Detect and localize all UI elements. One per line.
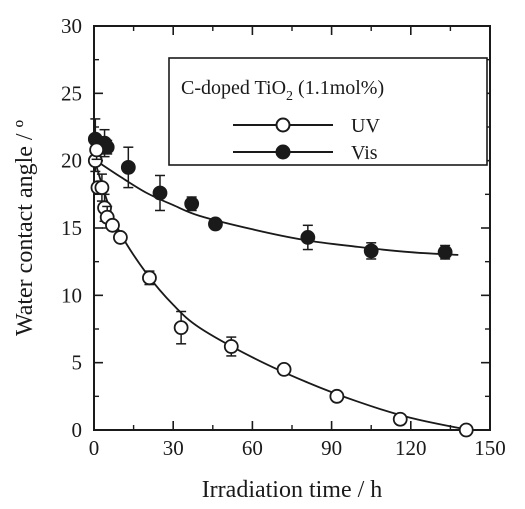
legend: C-doped TiO2 (1.1mol%) UV Vis	[168, 57, 488, 166]
uv-data-point	[392, 411, 408, 427]
legend-uv-marker	[275, 117, 291, 133]
uv-data-point	[329, 388, 345, 404]
legend-title-suffix: (1.1mol%)	[293, 77, 384, 99]
y-tick-label: 30	[61, 14, 82, 38]
uv-fit-curve	[93, 157, 470, 431]
legend-title-subscript: 2	[286, 89, 293, 104]
legend-title: C-doped TiO2 (1.1mol%)	[181, 77, 384, 104]
y-tick-label: 5	[72, 351, 83, 375]
vis-data-point	[152, 185, 168, 201]
vis-data-point	[184, 196, 200, 212]
vis-data-point	[300, 230, 316, 245]
y-tick-label: 25	[61, 81, 82, 105]
uv-data-point	[223, 339, 239, 354]
x-tick-label: 30	[163, 436, 184, 460]
fit-curves	[93, 157, 470, 431]
x-tick-label: 0	[89, 436, 100, 460]
vis-data-point	[208, 216, 223, 232]
legend-vis-marker	[275, 144, 291, 160]
vis-data-point	[363, 243, 379, 259]
uv-data-point	[458, 422, 474, 438]
y-tick-label: 15	[61, 216, 82, 240]
x-axis-title: Irradiation time / h	[202, 477, 383, 503]
y-tick-label: 0	[72, 418, 83, 442]
tick-labels: 0 30 60 90 120 150 0 5 10 15 20 25 30	[61, 14, 506, 460]
x-tick-label: 60	[242, 436, 263, 460]
x-tick-label: 150	[474, 436, 506, 460]
uv-data-point	[89, 142, 105, 158]
x-tick-label: 90	[321, 436, 342, 460]
uv-data-point	[142, 270, 157, 286]
vis-fit-curve	[93, 158, 459, 256]
y-tick-label: 10	[61, 283, 82, 307]
x-tick-label: 120	[395, 436, 427, 460]
uv-data-point	[94, 180, 110, 196]
legend-box	[168, 57, 488, 166]
y-axis-title: Water contact angle / º	[12, 119, 38, 336]
uv-data-point	[173, 320, 189, 336]
legend-title-base: C-doped TiO	[181, 77, 286, 99]
uv-data-point	[113, 230, 128, 245]
vis-data-point	[120, 159, 136, 175]
uv-data-point	[276, 361, 292, 377]
legend-vis-label: Vis	[351, 142, 378, 164]
uv-data-point	[105, 217, 120, 233]
y-tick-label: 20	[61, 149, 82, 173]
data-points	[87, 118, 474, 438]
legend-uv-label: UV	[351, 115, 380, 137]
vis-data-point	[437, 244, 453, 260]
